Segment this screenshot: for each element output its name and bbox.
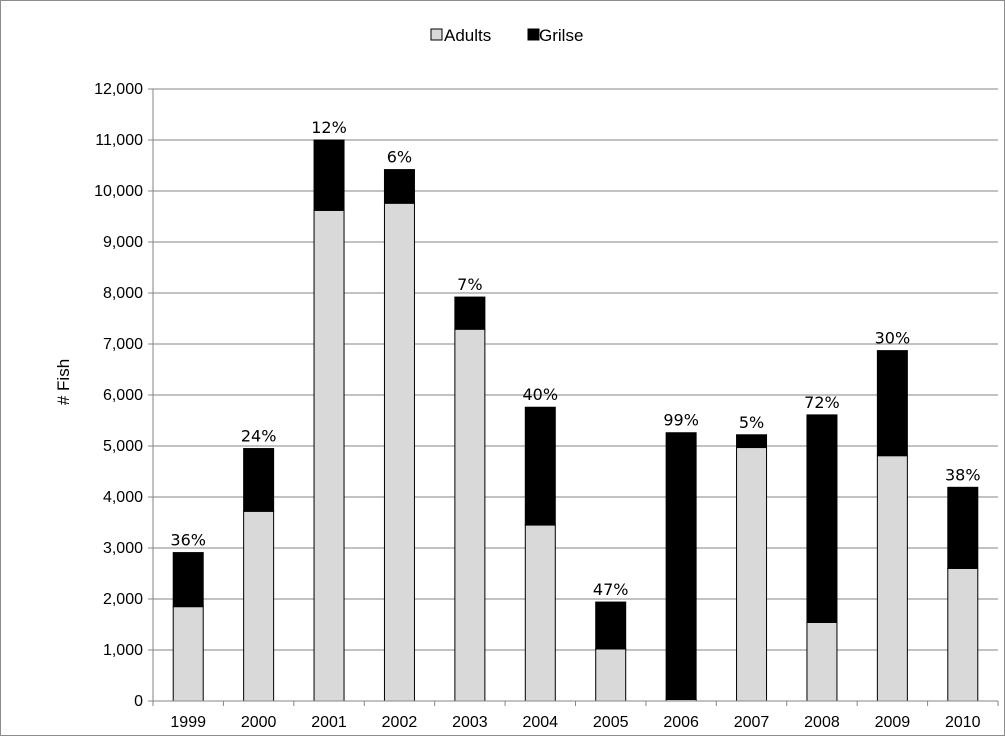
data-label: 5% <box>739 413 764 432</box>
x-tick-label: 2009 <box>875 714 911 731</box>
bar-segment-adults <box>947 567 979 702</box>
x-tick-label: 1999 <box>170 714 206 731</box>
bar-segment-adults <box>243 510 275 702</box>
bar-segment-adults <box>383 202 415 702</box>
legend-swatch-grilse <box>527 28 540 41</box>
data-label: 7% <box>457 275 482 294</box>
x-tick-label: 2004 <box>522 714 558 731</box>
x-tick-label: 2003 <box>452 714 488 731</box>
bar-segment-grilse <box>595 601 627 650</box>
bar-segment-grilse <box>454 296 486 330</box>
y-axis-title: # Fish <box>54 359 73 405</box>
bar-segment-grilse <box>383 169 415 204</box>
data-label: 47% <box>593 580 629 599</box>
bar-segment-grilse <box>665 432 697 700</box>
gridlines <box>153 88 998 651</box>
y-tick-label: 10,000 <box>94 183 143 200</box>
legend-label-grilse: Grilse <box>539 26 583 45</box>
y-tick-label: 0 <box>134 693 143 710</box>
bar-segment-adults <box>806 621 838 702</box>
x-tick-label: 2005 <box>593 714 629 731</box>
bar-segment-grilse <box>524 406 556 526</box>
y-tick-label: 1,000 <box>103 642 143 659</box>
legend: Adults Grilse <box>430 26 583 45</box>
bar-segment-adults <box>876 455 908 702</box>
bar-segment-adults <box>172 606 204 702</box>
y-tick-label: 12,000 <box>94 81 143 98</box>
data-label: 6% <box>387 148 412 167</box>
bars <box>172 139 979 702</box>
data-label: 99% <box>663 411 699 430</box>
x-tick-label: 2006 <box>663 714 699 731</box>
y-tick-label: 8,000 <box>103 285 143 302</box>
x-tick-label: 2000 <box>241 714 277 731</box>
y-tick-label: 11,000 <box>95 132 143 149</box>
legend-label-adults: Adults <box>444 26 491 45</box>
bar-segment-adults <box>454 328 486 702</box>
x-tick-label: 2010 <box>945 714 981 731</box>
bar-segment-adults <box>313 209 345 702</box>
x-tick-label: 2001 <box>311 714 347 731</box>
data-label: 40% <box>523 385 559 404</box>
bar-segment-grilse <box>736 434 768 449</box>
bar-segment-grilse <box>876 350 908 457</box>
bar-segment-adults <box>524 524 556 702</box>
y-tick-label: 6,000 <box>103 387 143 404</box>
y-tick-label: 9,000 <box>103 234 143 251</box>
data-label: 12% <box>311 118 347 137</box>
y-tick-label: 3,000 <box>103 540 143 557</box>
x-tick-label: 2002 <box>382 714 418 731</box>
y-tick-label: 4,000 <box>103 489 143 506</box>
legend-swatch-adults <box>430 28 443 41</box>
bar-segment-adults <box>736 447 768 702</box>
x-tick-label: 2007 <box>734 714 770 731</box>
axes: 0 1,000 2,000 3,000 4,000 5,000 6,000 7,000 8,00… <box>94 81 999 731</box>
data-label: 30% <box>875 329 911 348</box>
data-label: 36% <box>170 531 206 550</box>
data-labels: 36% 24% 12% 6% 7% 40% 47% 99% 5% 72% 30% 38% <box>170 118 980 599</box>
data-label: 72% <box>804 393 840 412</box>
bar-segment-grilse <box>313 139 345 211</box>
bar-segment-grilse <box>947 486 979 569</box>
y-tick-label: 7,000 <box>103 336 143 353</box>
data-label: 38% <box>945 465 981 484</box>
bar-segment-grilse <box>806 414 838 623</box>
bar-segment-grilse <box>172 552 204 608</box>
bar-segment-grilse <box>243 448 275 512</box>
y-tick-label: 2,000 <box>103 591 143 608</box>
y-tick-label: 5,000 <box>103 438 143 455</box>
x-tick-label: 2008 <box>804 714 840 731</box>
data-label: 24% <box>241 427 277 446</box>
bar-segment-adults <box>595 648 627 702</box>
